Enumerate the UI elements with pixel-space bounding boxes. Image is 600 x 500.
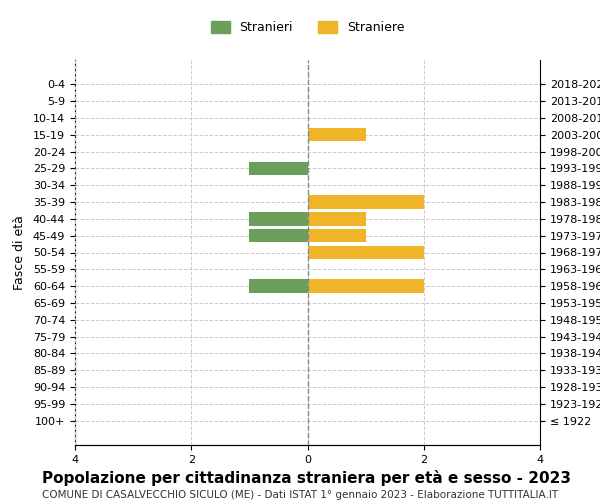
- Bar: [308, 280, 424, 293]
- Bar: [308, 196, 424, 209]
- Text: COMUNE DI CASALVECCHIO SICULO (ME) - Dati ISTAT 1° gennaio 2023 - Elaborazione T: COMUNE DI CASALVECCHIO SICULO (ME) - Dat…: [42, 490, 558, 500]
- Legend: Stranieri, Straniere: Stranieri, Straniere: [206, 16, 409, 39]
- Y-axis label: Fasce di età: Fasce di età: [13, 215, 26, 290]
- Bar: [308, 246, 424, 259]
- Bar: [308, 229, 365, 242]
- Bar: [250, 229, 308, 242]
- Bar: [308, 212, 365, 226]
- Bar: [250, 280, 308, 293]
- Bar: [250, 212, 308, 226]
- Text: Popolazione per cittadinanza straniera per età e sesso - 2023: Popolazione per cittadinanza straniera p…: [42, 470, 571, 486]
- Bar: [308, 128, 365, 141]
- Bar: [250, 162, 308, 175]
